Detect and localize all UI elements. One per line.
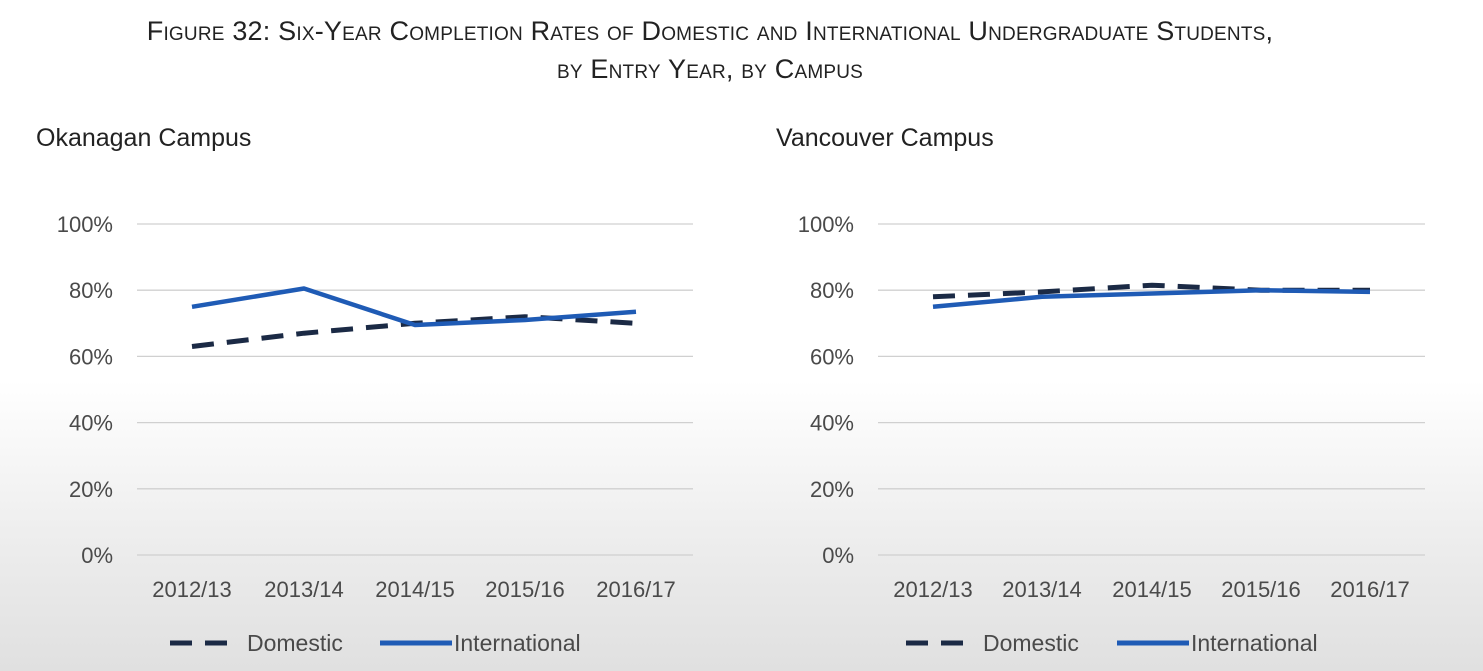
vancouver-x-tick-label: 2016/17 bbox=[1330, 577, 1410, 602]
okanagan-x-tick-label: 2015/16 bbox=[485, 577, 565, 602]
okanagan-x-tick-label: 2014/15 bbox=[375, 577, 455, 602]
vancouver-y-tick-label: 60% bbox=[810, 344, 854, 369]
vancouver-legend-domestic-label: Domestic bbox=[983, 630, 1079, 656]
figure-title-line1: Figure 32: Six-Year Completion Rates of … bbox=[146, 16, 1274, 46]
vancouver-x-tick-label: 2013/14 bbox=[1002, 577, 1082, 602]
vancouver-legend-international-label: International bbox=[1191, 630, 1318, 656]
vancouver-y-tick-label: 0% bbox=[822, 543, 854, 568]
okanagan-x-tick-label: 2016/17 bbox=[596, 577, 676, 602]
okanagan-y-tick-label: 20% bbox=[69, 477, 113, 502]
vancouver-y-tick-label: 80% bbox=[810, 278, 854, 303]
okanagan-legend-international-label: International bbox=[454, 630, 581, 656]
vancouver-x-tick-label: 2012/13 bbox=[893, 577, 973, 602]
okanagan-y-tick-label: 0% bbox=[81, 543, 113, 568]
vancouver-x-tick-label: 2015/16 bbox=[1221, 577, 1301, 602]
okanagan-legend-domestic-label: Domestic bbox=[247, 630, 343, 656]
vancouver-y-tick-label: 100% bbox=[798, 212, 854, 237]
okanagan-x-tick-label: 2013/14 bbox=[264, 577, 344, 602]
okanagan-series-domestic-line bbox=[191, 314, 637, 349]
okanagan-y-tick-label: 100% bbox=[57, 212, 113, 237]
okanagan-y-tick-label: 80% bbox=[69, 278, 113, 303]
vancouver-y-tick-label: 20% bbox=[810, 477, 854, 502]
okanagan-y-tick-label: 40% bbox=[69, 411, 113, 436]
okanagan-chart-title: Okanagan Campus bbox=[36, 124, 252, 152]
okanagan-x-tick-label: 2012/13 bbox=[152, 577, 232, 602]
figure-title: Figure 32: Six-Year Completion Rates of … bbox=[0, 12, 1420, 88]
vancouver-y-tick-label: 40% bbox=[810, 411, 854, 436]
figure-title-line2: by Entry Year, by Campus bbox=[556, 54, 864, 84]
vancouver-series-international-line bbox=[932, 287, 1371, 310]
vancouver-x-tick-label: 2014/15 bbox=[1112, 577, 1192, 602]
okanagan-series-international-line bbox=[191, 286, 637, 328]
vancouver-chart-title: Vancouver Campus bbox=[776, 124, 994, 152]
okanagan-y-tick-label: 60% bbox=[69, 344, 113, 369]
